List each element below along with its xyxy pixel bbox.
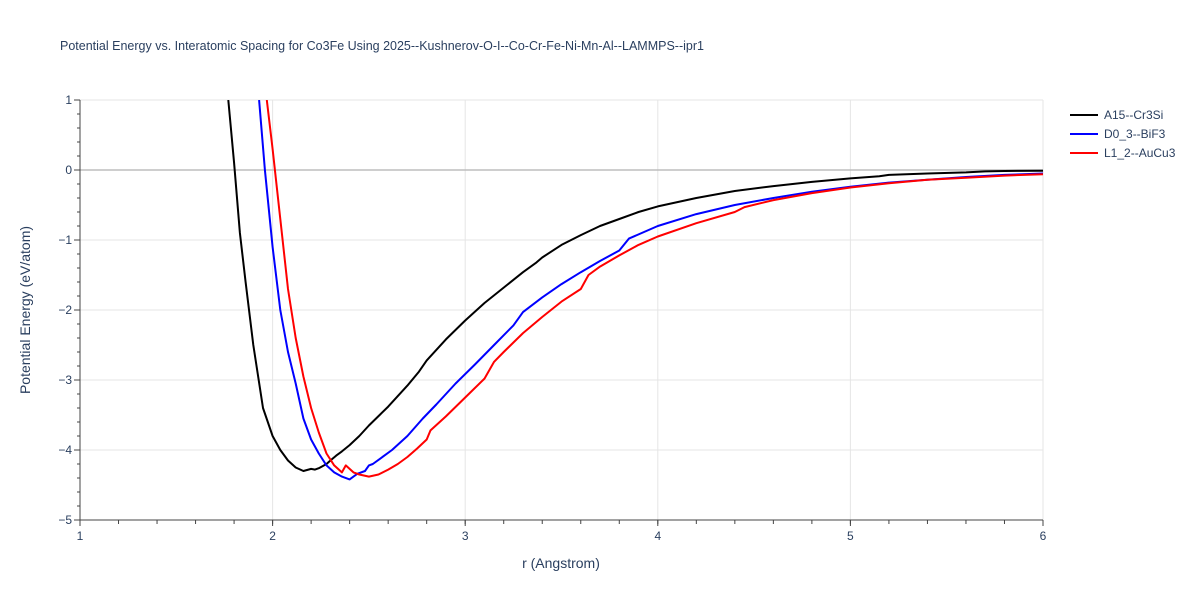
x-tick-label: 6 — [1040, 529, 1047, 543]
y-tick-label: −5 — [58, 513, 72, 527]
y-tick-label: 0 — [65, 163, 72, 177]
legend-label: A15--Cr3Si — [1104, 108, 1163, 122]
series-line-a15-cr3si — [227, 100, 1043, 472]
x-tick-label: 3 — [462, 529, 469, 543]
y-tick-label: −4 — [58, 443, 72, 457]
ticks: 1 2 3 4 5 6 1 0 −1 −2 −3 −4 −5 — [58, 93, 1046, 543]
legend-item[interactable]: A15--Cr3Si — [1070, 108, 1163, 122]
x-tick-label: 5 — [847, 529, 854, 543]
series-layer — [227, 100, 1043, 481]
y-tick-label: −1 — [58, 233, 72, 247]
x-tick-label: 1 — [77, 529, 84, 543]
legend-label: D0_3--BiF3 — [1104, 127, 1166, 141]
y-tick-label: −3 — [58, 373, 72, 387]
series-line-l1-2-aucu3 — [265, 100, 1043, 478]
x-tick-label: 4 — [654, 529, 661, 543]
legend-item[interactable]: D0_3--BiF3 — [1070, 127, 1166, 141]
legend[interactable]: A15--Cr3Si D0_3--BiF3 L1_2--AuCu3 — [1070, 108, 1176, 160]
series-line-d0-3-bif3 — [258, 100, 1043, 481]
chart-title: Potential Energy vs. Interatomic Spacing… — [60, 39, 704, 53]
legend-label: L1_2--AuCu3 — [1104, 146, 1176, 160]
x-tick-label: 2 — [269, 529, 276, 543]
y-axis-title: Potential Energy (eV/atom) — [17, 226, 33, 394]
y-tick-label: −2 — [58, 303, 72, 317]
x-axis-title: r (Angstrom) — [522, 555, 600, 571]
y-tick-label: 1 — [65, 93, 72, 107]
legend-item[interactable]: L1_2--AuCu3 — [1070, 146, 1176, 160]
